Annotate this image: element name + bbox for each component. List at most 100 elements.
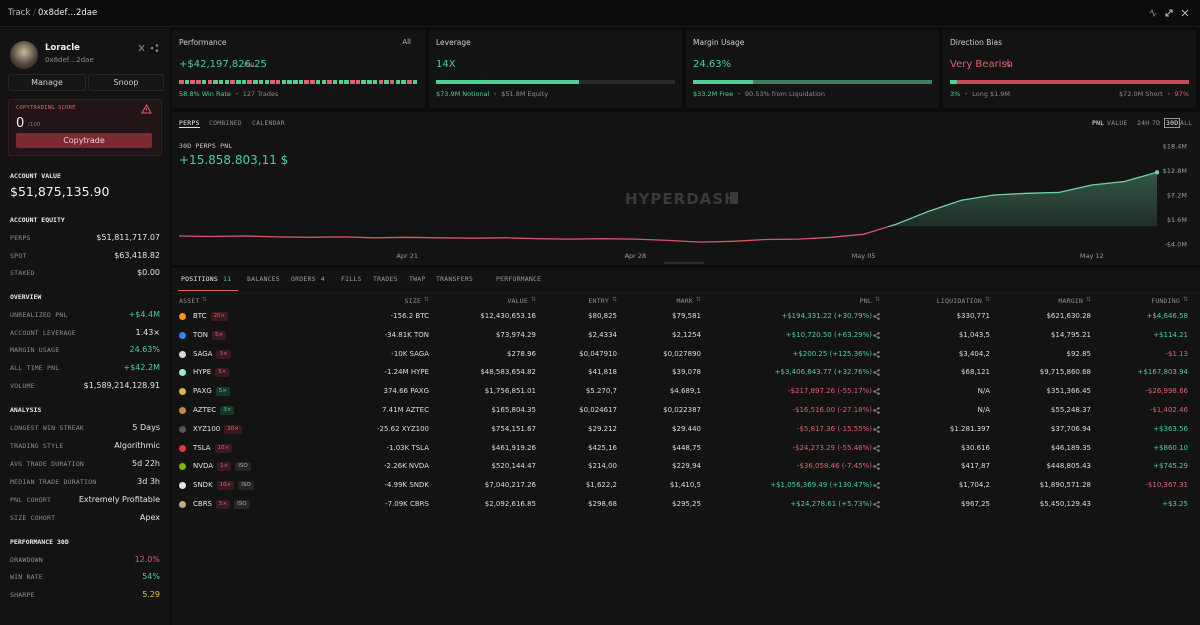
stat-label: DRAWDOWN xyxy=(10,555,43,564)
share-icon[interactable] xyxy=(873,444,880,452)
positions-tab[interactable]: PERFORMANCE xyxy=(496,275,541,283)
share-icon[interactable] xyxy=(873,369,880,377)
chart-tab[interactable]: PERPS xyxy=(179,119,200,128)
positions-tab[interactable]: BALANCES xyxy=(247,275,280,283)
table-cell: $1,756,851.01 xyxy=(484,387,536,396)
card-title: Margin Usage xyxy=(693,38,745,47)
column-header[interactable]: ENTRY xyxy=(588,297,609,305)
section-title: ANALYSIS xyxy=(10,405,42,414)
share-icon[interactable] xyxy=(873,350,880,358)
bar-segment xyxy=(287,80,292,84)
last-point xyxy=(1154,170,1160,175)
stat-value: +$42.2M xyxy=(123,363,160,372)
bar-segment xyxy=(218,80,224,84)
sort-icon: ⇅ xyxy=(1182,296,1188,303)
card-title: Performance xyxy=(179,38,227,47)
table-cell: $621,630.28 xyxy=(1046,312,1091,320)
chart-toggle[interactable]: 7D xyxy=(1152,119,1161,127)
share-icon[interactable] xyxy=(873,331,880,339)
asset-cell: CBRS 5× ISO xyxy=(193,500,250,509)
x-tick-label: Apr 28 xyxy=(625,252,647,260)
stat-value: 5.29 xyxy=(142,589,160,599)
column-header[interactable]: PNL xyxy=(859,297,872,305)
manage-button[interactable]: Manage xyxy=(8,74,86,91)
bar-segment xyxy=(207,80,212,84)
chart-tab[interactable]: COMBINED xyxy=(209,119,242,127)
stat-value: $1,589,214,128.91 xyxy=(83,380,160,390)
chart-toggle[interactable]: PNL xyxy=(1092,119,1105,127)
bar-segment xyxy=(327,80,332,84)
chart-scroll-handle xyxy=(664,262,704,264)
chart-toggle[interactable]: ALL xyxy=(1180,119,1193,127)
stat-label: AVG TRADE DURATION xyxy=(10,459,85,468)
tab-label: PERFORMANCE xyxy=(496,275,542,283)
footer-text: 90.53% from Liquidation xyxy=(733,90,825,98)
asset-name: PAXG xyxy=(193,387,212,396)
stat-value: 5d 22h xyxy=(132,458,160,468)
share-icon[interactable] xyxy=(873,425,880,433)
asset-icon xyxy=(179,407,186,414)
table-cell: $46,189.35 xyxy=(1050,443,1091,452)
header-divider xyxy=(172,293,1200,294)
table-cell: -$5,817.36 (-15.55%) xyxy=(796,424,872,433)
pnl-chart: $18.4M $12.8M $7.2M $1.6M -$4.0M Apr 21 Apr 28… xyxy=(178,143,1187,260)
positions-tab[interactable]: TRANSFERS xyxy=(436,275,473,283)
asset-cell: NVDA 1× ISO xyxy=(193,462,251,472)
leverage-badge: 20× xyxy=(224,424,242,434)
bar-segment xyxy=(253,80,258,84)
column-header[interactable]: LIQUIDATION xyxy=(936,297,982,305)
filter[interactable]: All xyxy=(402,38,411,46)
copytrade-button[interactable]: Copytrade xyxy=(16,133,152,148)
share-icon[interactable] xyxy=(873,313,880,320)
column-header[interactable]: MARGIN xyxy=(1058,297,1083,305)
footer-text: Long $1.9M xyxy=(960,90,1010,98)
share-icon[interactable] xyxy=(873,388,880,396)
tab-label: POSITIONS xyxy=(181,275,219,283)
card-footer: 3%Long $1.9M xyxy=(950,90,1010,98)
column-header[interactable]: VALUE xyxy=(507,297,528,305)
chart-toggle[interactable]: VALUE xyxy=(1107,119,1128,127)
table-cell: N/A xyxy=(977,387,990,396)
tab-underline xyxy=(178,290,238,291)
column-header[interactable]: SIZE xyxy=(404,297,421,305)
profile-icons xyxy=(138,44,159,52)
margin-mode-badge: ISO xyxy=(235,462,251,472)
footer-text: 58.8% Win Rate xyxy=(179,90,231,98)
leverage-badge: 5× xyxy=(212,330,227,340)
table-cell: $0,022387 xyxy=(663,406,701,414)
share-icon[interactable] xyxy=(873,482,880,490)
column-header[interactable]: FUNDING xyxy=(1151,297,1180,305)
card-bar xyxy=(950,80,1189,84)
chart-toggle[interactable]: 30D xyxy=(1164,118,1181,128)
table-cell: $0,027890 xyxy=(663,349,701,358)
positions-tab[interactable]: TWAP xyxy=(409,275,425,283)
period-selector[interactable]: 30D xyxy=(57,537,69,546)
card-bar xyxy=(436,80,675,84)
positions-tab[interactable]: TRADES xyxy=(373,275,398,283)
snoop-button[interactable]: Snoop xyxy=(88,74,164,91)
footer-text: 127 Trades xyxy=(231,90,279,98)
share-icon[interactable] xyxy=(873,501,880,508)
tab-label: BALANCES xyxy=(247,275,280,283)
column-header[interactable]: MARK xyxy=(676,297,693,305)
table-cell: $2,1254 xyxy=(672,330,701,339)
bar-segment xyxy=(247,80,252,84)
table-cell: $278.96 xyxy=(507,349,536,358)
asset-cell: XYZ100 20× xyxy=(193,424,242,434)
table-cell: $1,043,5 xyxy=(958,330,990,339)
positions-tab[interactable]: POSITIONS 11 xyxy=(181,275,231,283)
bias-arrow: ↘ xyxy=(1004,60,1012,70)
chart-toggle[interactable]: 24H xyxy=(1137,119,1150,127)
table-cell: $967,25 xyxy=(961,500,990,508)
share-icon[interactable] xyxy=(873,407,880,414)
share-icon[interactable] xyxy=(873,463,880,471)
sort-icon: ⇅ xyxy=(695,296,701,303)
table-cell: $520,144.47 xyxy=(491,462,536,471)
column-header[interactable]: ASSET xyxy=(179,297,200,305)
positions-tab[interactable]: FILLS xyxy=(341,275,362,283)
table-cell: -$16,516.00 (-27.18%) xyxy=(792,406,872,414)
card-title: Leverage xyxy=(436,38,471,47)
positions-tab[interactable]: ORDERS 4 xyxy=(291,275,325,283)
chart-tab[interactable]: CALENDAR xyxy=(252,119,285,127)
